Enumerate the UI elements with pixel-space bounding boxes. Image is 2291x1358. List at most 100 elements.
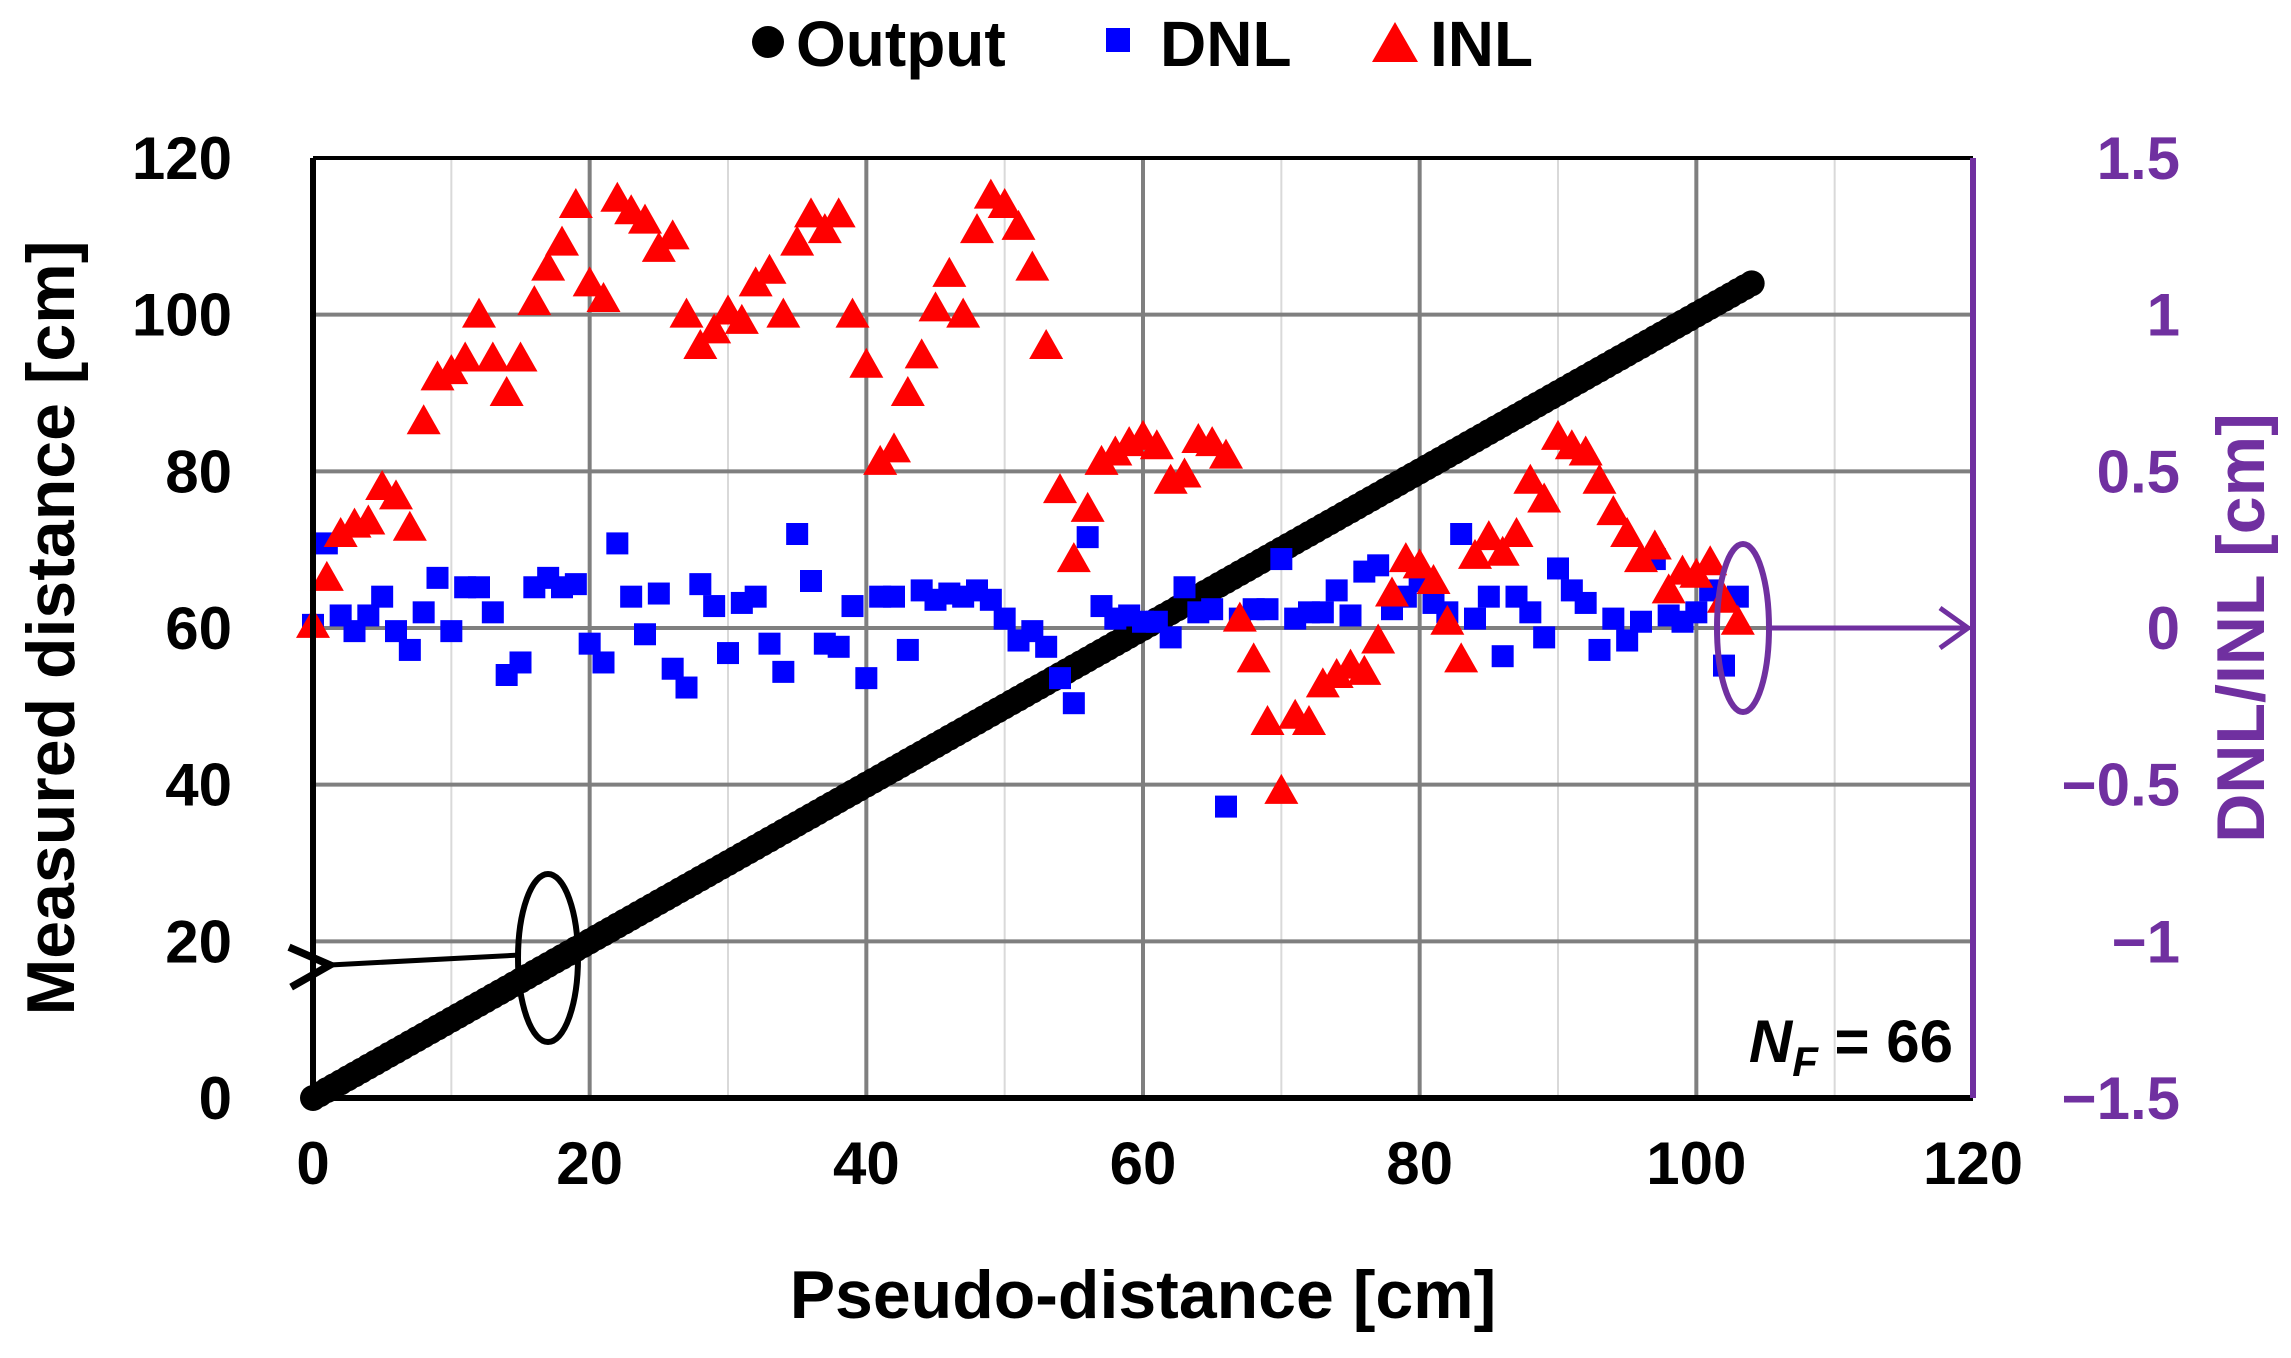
inl-point [1250, 705, 1285, 735]
dnl-point [357, 604, 380, 627]
y-tick-labels: 0 20 40 60 80 100 120 [132, 125, 232, 1132]
inl-point [1015, 250, 1050, 281]
inl-point [877, 432, 911, 463]
inl-point [1596, 495, 1631, 526]
nf-subscript: F [1792, 1038, 1819, 1085]
inl-point [323, 517, 358, 547]
y-tick-label: 80 [165, 438, 232, 505]
inl-point [475, 341, 510, 372]
inl-point [1043, 473, 1077, 504]
y2-tick-label: 1.5 [2097, 125, 2180, 192]
y-tick-label: 0 [199, 1065, 232, 1132]
dnl-point [1256, 598, 1279, 621]
inl-point [1236, 642, 1271, 673]
dnl-point [1630, 610, 1652, 633]
inl-point [1305, 667, 1340, 698]
inl-point [1139, 429, 1174, 460]
dnl-point [1616, 629, 1639, 652]
inl-point [1610, 517, 1645, 547]
dnl-point [592, 651, 615, 674]
inl-point [1084, 444, 1119, 475]
inl-point [1637, 529, 1672, 560]
inl-point [503, 341, 538, 372]
x-tick-labels: 0 20 40 60 80 100 120 [296, 1130, 2023, 1197]
inl-point [1444, 642, 1479, 673]
dnl-point [1588, 638, 1611, 661]
inl-point [1347, 654, 1382, 685]
nf-value: = 66 [1818, 1008, 1953, 1075]
dnl-point [1311, 601, 1334, 624]
y-tick-label: 60 [165, 595, 232, 662]
x-axis-title: Pseudo-distance [cm] [790, 1257, 1497, 1333]
dnl-point [841, 595, 864, 618]
legend-inl-marker [1372, 22, 1418, 62]
y-tick-label: 120 [132, 125, 232, 192]
inl-point [669, 297, 704, 328]
inl-point [392, 510, 427, 541]
inl-point [946, 297, 981, 328]
output-ellipse [515, 871, 581, 1045]
inl-point [1416, 564, 1451, 594]
dnl-point [855, 667, 878, 690]
dnl-point [385, 620, 407, 643]
y-axis-title: Measured distance [cm] [13, 241, 89, 1016]
inl-point [807, 213, 842, 244]
inl-point [697, 313, 732, 344]
nf-symbol: N [1749, 1008, 1794, 1075]
legend: Output DNL INL [752, 8, 1533, 80]
inl-point [1001, 209, 1036, 240]
dnl-point [1173, 576, 1196, 599]
inl-point [1402, 548, 1437, 579]
inl-point [406, 404, 441, 435]
dnl-point [1450, 523, 1473, 545]
inl-point [1070, 491, 1105, 522]
dnl-point [509, 651, 532, 674]
output-axis-indicator [330, 871, 581, 1045]
legend-dnl-marker [1106, 28, 1130, 52]
dnl-point [800, 570, 822, 592]
dnl-point [371, 585, 394, 608]
inl-point [932, 256, 967, 287]
dnl-point [883, 585, 905, 608]
dnl-point [1325, 579, 1348, 602]
inl-point [1209, 438, 1243, 469]
dnl-point [606, 532, 629, 555]
inl-point [683, 329, 718, 359]
dnl-point [1464, 607, 1486, 630]
dnl-point [827, 635, 850, 658]
y-tick-label: 20 [165, 908, 232, 975]
inl-point [545, 225, 579, 256]
inl-point [1458, 538, 1492, 569]
legend-inl-label: INL [1430, 8, 1533, 80]
x-tick-label: 60 [1110, 1130, 1177, 1197]
legend-output-marker [752, 26, 784, 58]
inl-point [1471, 520, 1506, 551]
dnl-point [1491, 645, 1514, 668]
dnl-point [634, 623, 656, 646]
inl-point [890, 376, 925, 406]
inl-point [1568, 435, 1603, 466]
dnl-point [758, 632, 781, 655]
dnl-point [744, 585, 767, 608]
dnl-point [979, 588, 1002, 611]
left-arrow [330, 955, 521, 965]
inl-point [586, 282, 621, 312]
dnl-point [1062, 692, 1085, 715]
inl-point [1292, 705, 1326, 735]
dnl-point [468, 576, 490, 599]
inl-point [1361, 623, 1396, 654]
inl-point [752, 253, 787, 284]
inl-point [1098, 435, 1133, 466]
legend-output-label: Output [796, 8, 1006, 80]
inl-point [904, 338, 939, 369]
dnl-point [1367, 554, 1390, 577]
inl-point [655, 219, 690, 250]
inl-point [1513, 463, 1548, 494]
dnl-inl-axis-indicator [1714, 541, 1973, 715]
dnl-point [440, 620, 463, 643]
dnl-point [1159, 626, 1182, 649]
inl-point [766, 297, 801, 328]
inl-point [462, 297, 496, 328]
y2-tick-label: 0 [2147, 595, 2180, 662]
inl-point [724, 303, 759, 334]
